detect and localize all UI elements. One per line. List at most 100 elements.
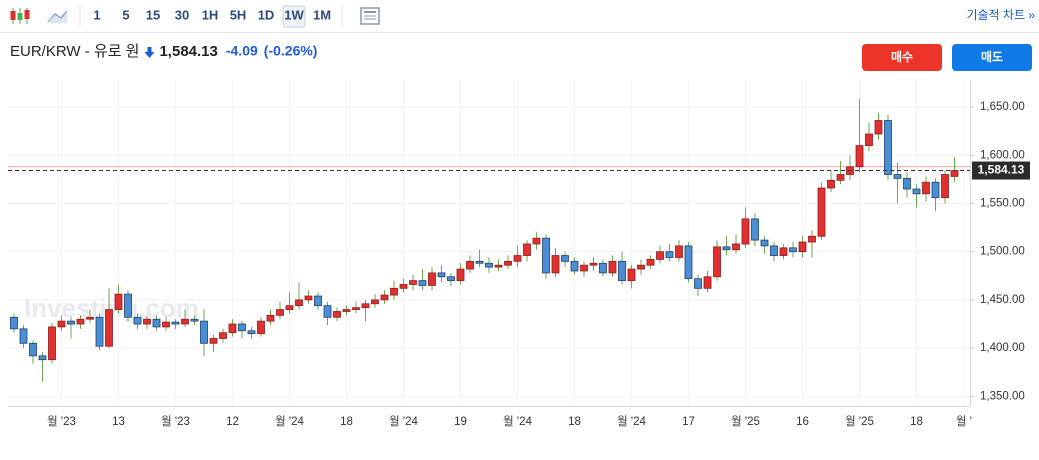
interval[interactable]: 1D	[258, 7, 275, 22]
candle-body	[86, 316, 94, 320]
y-tick-label: 1,400.00	[980, 342, 1025, 354]
candle-body	[437, 272, 446, 278]
candle-body	[741, 218, 750, 245]
line-icon[interactable]	[47, 10, 68, 23]
buy-button[interactable]	[862, 44, 942, 71]
x-tick-label: 월 '24	[617, 415, 646, 428]
candle-body	[665, 251, 674, 258]
price: 1,584.13	[159, 43, 217, 60]
candle-body	[399, 284, 408, 289]
interval[interactable]: 1	[93, 7, 100, 22]
x-tick-label: 월 '25	[845, 415, 874, 428]
candle-body	[257, 320, 265, 335]
buy-label[interactable]: 매수	[891, 49, 913, 64]
y-tick-label: 1,450.00	[980, 294, 1025, 306]
candle-body	[884, 120, 892, 175]
x-tick-label: 19	[454, 416, 467, 428]
candle-body	[209, 338, 218, 344]
candle-body	[713, 246, 721, 278]
candle-body	[779, 247, 788, 256]
candle-body	[114, 293, 123, 310]
candle-body	[19, 328, 28, 344]
candle-body	[580, 264, 588, 272]
x-tick-label: 12	[226, 416, 239, 428]
last-price-label: 1,584.13	[978, 163, 1025, 177]
candle-body	[570, 260, 579, 272]
y-tick-label: 1,600.00	[980, 149, 1025, 161]
candle-body	[67, 320, 75, 325]
candle-body	[266, 314, 275, 322]
candle-body	[722, 246, 731, 251]
y-tick-label: 1,650.00	[980, 101, 1025, 113]
candle-body	[133, 316, 142, 325]
candle-body	[523, 243, 531, 256]
candle-body	[950, 170, 959, 177]
change: -4.09	[226, 43, 258, 59]
candle-body	[513, 255, 522, 262]
candle-body	[466, 260, 474, 270]
x-tick-label: 월 '24	[389, 415, 418, 428]
candle-body	[304, 295, 313, 301]
last-price-tag	[972, 161, 1030, 180]
candle-body	[836, 174, 845, 181]
candle-body	[333, 311, 341, 318]
candle-body	[29, 342, 37, 357]
layout-icon[interactable]	[360, 7, 380, 25]
candle-body	[447, 276, 455, 282]
interval[interactable]: 5H	[230, 7, 247, 22]
candle-body	[694, 278, 702, 289]
candle-body	[361, 303, 370, 309]
candle-body	[532, 237, 541, 245]
x-tick-label: 월 '23	[47, 415, 76, 428]
y-tick-label: 1,500.00	[980, 246, 1025, 258]
candle-body	[475, 260, 484, 264]
candle-body	[589, 262, 598, 266]
interval[interactable]: 15	[146, 7, 160, 22]
sell-label[interactable]: 매도	[981, 49, 1003, 64]
candle-body	[637, 264, 645, 270]
candle-body	[912, 188, 921, 195]
candle-body	[808, 235, 816, 243]
candle-body	[285, 305, 294, 310]
candle-body	[627, 268, 636, 282]
candle-body	[874, 120, 883, 135]
candle-body	[817, 187, 826, 237]
candle-body	[342, 309, 351, 312]
candle-body	[228, 323, 237, 334]
interval[interactable]: 1H	[202, 7, 219, 22]
candle-body	[352, 307, 360, 310]
candle-body	[390, 287, 398, 296]
interval[interactable]: 1W	[284, 7, 304, 22]
x-tick-label: 18	[910, 416, 923, 428]
candle-body	[105, 309, 113, 347]
candle-body	[10, 316, 18, 330]
x-tick-label: 월 '24	[503, 415, 532, 428]
instrument-title: EUR/KRW - 유로 원	[10, 43, 139, 60]
area-icon	[47, 12, 67, 23]
candle-body	[190, 318, 199, 322]
candle-body	[143, 318, 151, 325]
candle-body	[770, 245, 778, 256]
candle-body	[295, 299, 303, 307]
candle-body	[247, 330, 256, 335]
candle-icon[interactable]	[10, 8, 30, 24]
candle-body	[409, 280, 417, 285]
candle-body	[200, 320, 208, 344]
x-tick-label: 17	[682, 416, 695, 428]
candle-body	[703, 276, 712, 289]
candle-body	[684, 245, 693, 280]
technical-chart-link[interactable]: 기술적 차트 »	[966, 8, 1035, 22]
sell-button[interactable]	[952, 44, 1032, 71]
candle-body	[504, 260, 512, 266]
candle-body	[485, 262, 493, 268]
candle-body	[893, 174, 902, 179]
interval[interactable]: 30	[175, 7, 189, 22]
x-tick-label: 월 '23	[161, 415, 190, 428]
interval[interactable]: 5	[122, 7, 129, 22]
candle-body	[76, 318, 85, 325]
candle-body	[599, 262, 607, 274]
interval[interactable]: 1M	[313, 7, 331, 22]
down-arrow	[144, 47, 155, 58]
